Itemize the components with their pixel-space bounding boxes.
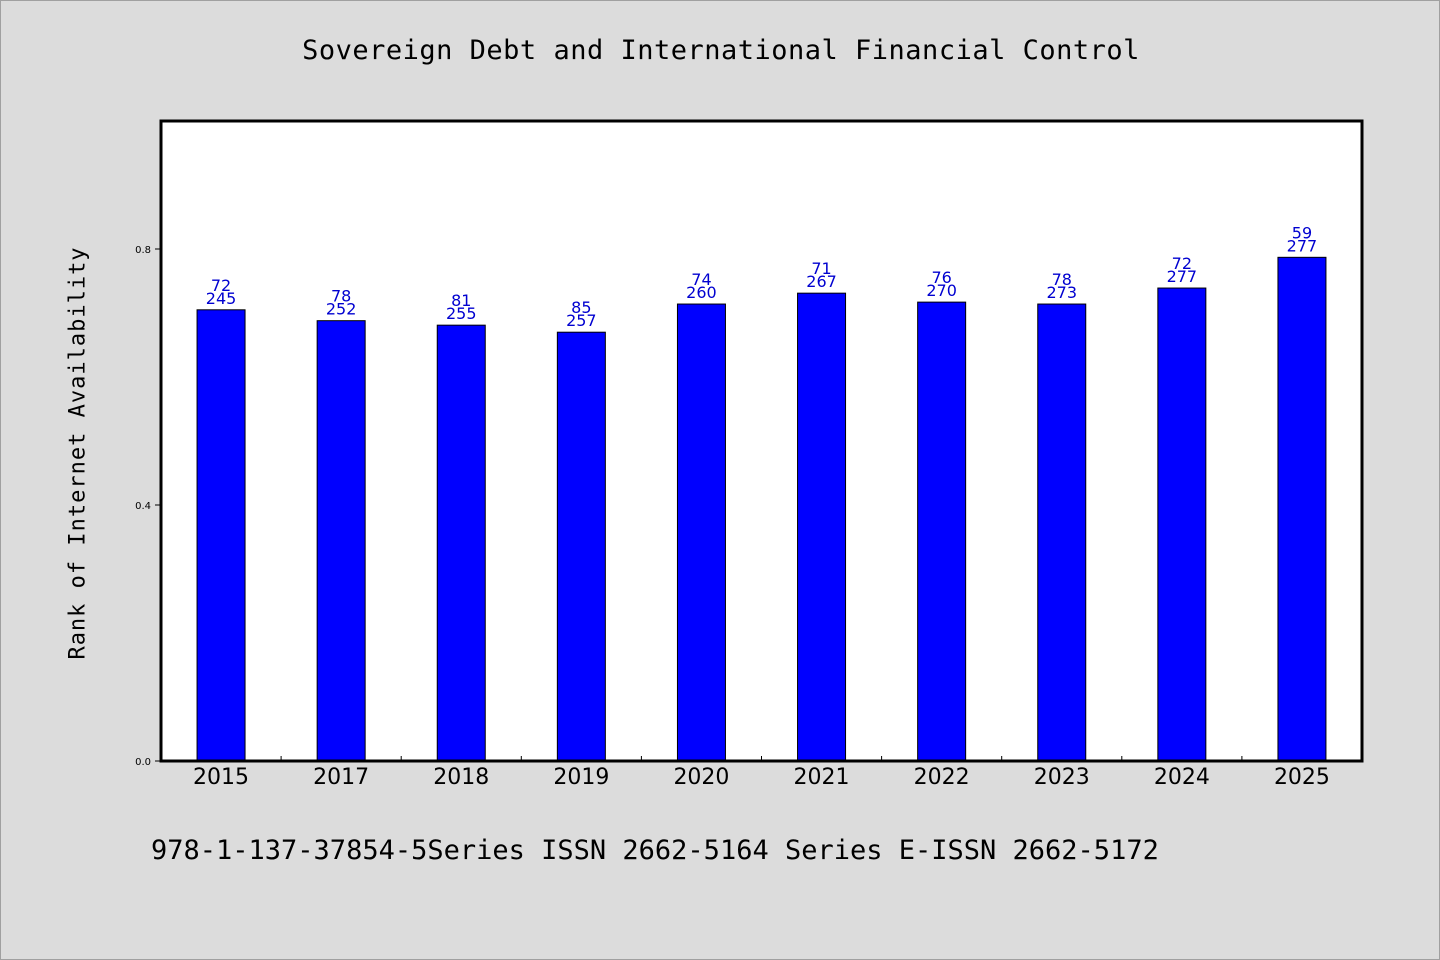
bar-2023 bbox=[1037, 303, 1087, 762]
bar-label-bottom-2023: 273 bbox=[1046, 283, 1077, 302]
bar-label-bottom-2025: 277 bbox=[1287, 236, 1318, 255]
x-tick-label-2023: 2023 bbox=[1034, 765, 1090, 790]
bar-label-bottom-2018: 255 bbox=[446, 304, 477, 323]
bar-label-top-2021: 71 bbox=[811, 259, 831, 278]
y-tick-label-0.4: 0.4 bbox=[135, 501, 151, 512]
chart-title: Sovereign Debt and International Financi… bbox=[302, 35, 1140, 66]
bar-label-bottom-2024: 277 bbox=[1167, 267, 1198, 286]
bar-2020 bbox=[676, 303, 726, 762]
bar-2024 bbox=[1157, 287, 1207, 762]
bar-label-top-2022: 76 bbox=[931, 268, 951, 287]
bar-label-bottom-2019: 257 bbox=[566, 311, 597, 330]
y-axis: 0.0 0.4 0.8 bbox=[135, 245, 161, 768]
bar-label-bottom-2017: 252 bbox=[326, 300, 357, 319]
isbn-issn-text: 978-1-137-37854-5Series ISSN 2662-5164 S… bbox=[151, 835, 1159, 866]
bar-label-top-2020: 74 bbox=[691, 270, 711, 289]
bar-2015 bbox=[196, 309, 246, 762]
x-tick-label-2019: 2019 bbox=[553, 765, 609, 790]
x-tick-label-2024: 2024 bbox=[1154, 765, 1210, 790]
x-tick-label-2022: 2022 bbox=[914, 765, 970, 790]
bar-label-top-2023: 78 bbox=[1052, 270, 1072, 289]
x-tick-label-2021: 2021 bbox=[794, 765, 850, 790]
bar-label-top-2015: 72 bbox=[211, 276, 231, 295]
plot-frame bbox=[159, 119, 1364, 763]
bar-label-top-2018: 81 bbox=[451, 291, 471, 310]
bar-label-top-2025: 59 bbox=[1292, 223, 1312, 242]
x-tick-label-2020: 2020 bbox=[673, 765, 729, 790]
bar-label-bottom-2021: 267 bbox=[806, 272, 837, 291]
bar-label-bottom-2015: 245 bbox=[206, 289, 237, 308]
x-tick-label-2018: 2018 bbox=[433, 765, 489, 790]
bar-label-top-2024: 72 bbox=[1172, 254, 1192, 273]
x-tick-label-2025: 2025 bbox=[1274, 765, 1330, 790]
x-tick-label-2017: 2017 bbox=[313, 765, 369, 790]
bar-label-top-2017: 78 bbox=[331, 287, 351, 306]
bar-2017 bbox=[316, 320, 366, 762]
bar-2025 bbox=[1277, 256, 1327, 762]
bar-label-bottom-2022: 270 bbox=[926, 281, 957, 300]
y-tick-label-0.8: 0.8 bbox=[135, 245, 151, 256]
x-axis: 2015 2017 2018 2019 2020 2021 2022 2023 2024 2025 bbox=[193, 756, 1330, 790]
plot-border bbox=[159, 119, 1364, 763]
bar-label-bottom-2020: 260 bbox=[686, 283, 717, 302]
bar-2018 bbox=[436, 324, 486, 762]
x-tick-label-2015: 2015 bbox=[193, 765, 249, 790]
bar-2021 bbox=[797, 292, 847, 762]
bar-series bbox=[196, 256, 1327, 762]
bar-2019 bbox=[556, 331, 606, 762]
bar-label-top-2019: 85 bbox=[571, 298, 591, 317]
y-tick-label-0.0: 0.0 bbox=[135, 757, 151, 768]
bar-2022 bbox=[917, 301, 967, 762]
